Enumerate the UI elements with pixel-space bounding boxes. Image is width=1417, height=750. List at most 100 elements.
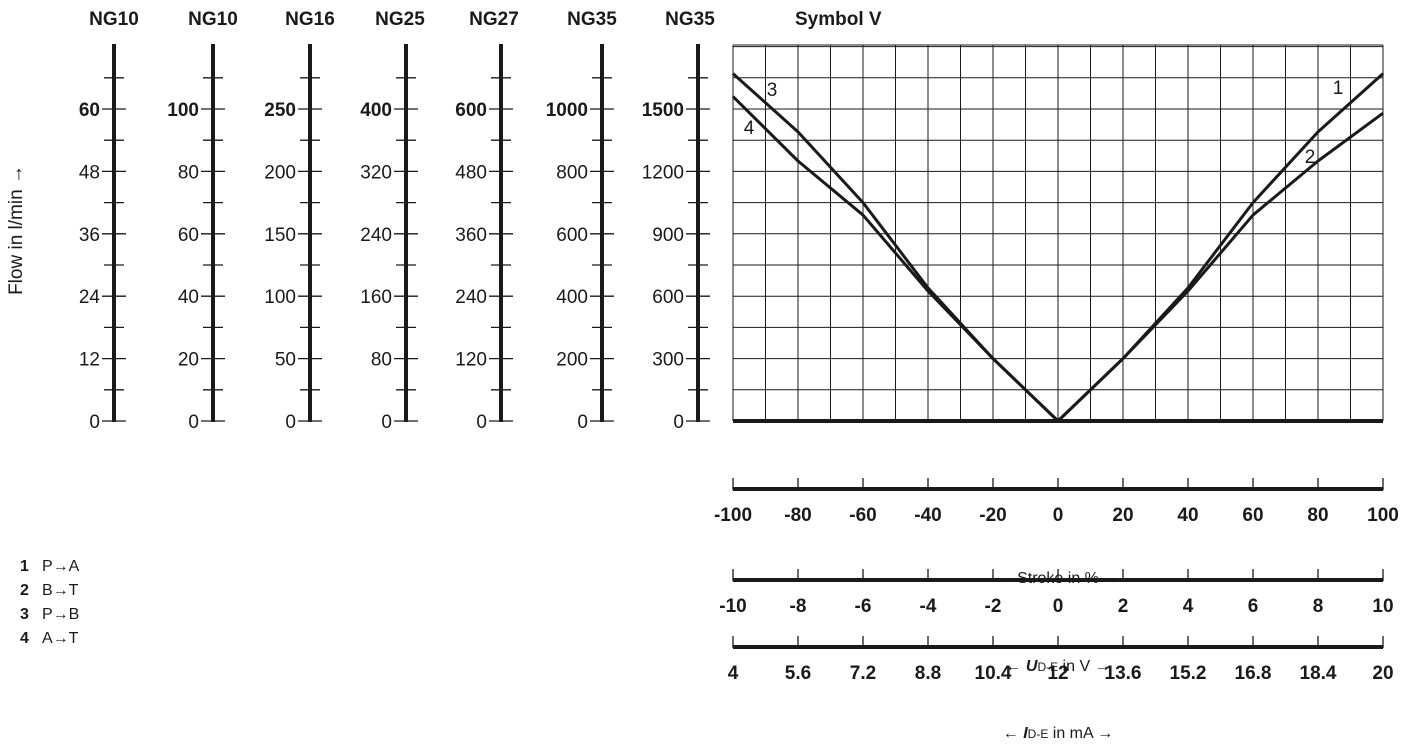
x-axis-label-voltage-var: U xyxy=(1025,658,1038,675)
x-axis-tick-label: -2 xyxy=(985,596,1002,617)
scale-tick-label: 0 xyxy=(381,412,392,433)
scale-tick-label: 0 xyxy=(476,412,487,433)
legend-num: 2 xyxy=(20,582,29,599)
x-axis-label-current-sub: D-E xyxy=(1027,727,1049,741)
x-axis-tick-label: 0 xyxy=(1053,596,1064,617)
x-axis-label-voltage-suffix: in V → xyxy=(1058,658,1111,675)
scale-tick-label: 1500 xyxy=(642,100,684,121)
legend-text: B→T xyxy=(42,582,79,599)
scale-tick-label: 40 xyxy=(178,287,199,308)
legend-text: A→T xyxy=(42,630,79,647)
scale-tick-label: 600 xyxy=(652,287,684,308)
scale-tick-label: 900 xyxy=(652,225,684,246)
x-axis-tick-label: 2 xyxy=(1118,596,1129,617)
scale-tick-label: 60 xyxy=(178,225,199,246)
x-axis-tick-label: 80 xyxy=(1307,505,1328,526)
scale-tick-label: 80 xyxy=(371,350,392,371)
scale-header: NG35 xyxy=(665,9,715,30)
scale-header: NG10 xyxy=(89,9,139,30)
x-axis-tick-label: 4 xyxy=(728,663,739,684)
scale-tick-label: 160 xyxy=(360,287,392,308)
y-axis-label: Flow in l/min → xyxy=(6,165,27,295)
scale-tick-label: 200 xyxy=(556,350,588,371)
series-label-1: 1 xyxy=(1333,78,1344,99)
scale-tick-label: 12 xyxy=(79,350,100,371)
legend-num: 4 xyxy=(20,630,29,647)
scale-tick-label: 400 xyxy=(360,100,392,121)
series-label-2: 2 xyxy=(1305,147,1316,168)
scale-tick-label: 80 xyxy=(178,162,199,183)
legend-num: 3 xyxy=(20,606,29,623)
x-axis-tick-label: 40 xyxy=(1177,505,1198,526)
x-axis-tick-label: 8.8 xyxy=(915,663,941,684)
x-axis-tick-label: -8 xyxy=(790,596,807,617)
series-line-4 xyxy=(731,95,1060,423)
scale-header: NG27 xyxy=(469,9,519,30)
scale-tick-label: 100 xyxy=(264,287,296,308)
x-axis-label-voltage: ← UD-E in V → xyxy=(733,658,1383,676)
legend-text: P→B xyxy=(42,606,80,623)
x-axis-tick-label: 18.4 xyxy=(1300,663,1337,684)
x-axis-tick-label: 60 xyxy=(1242,505,1263,526)
scale-tick-label: 24 xyxy=(79,287,101,308)
x-axis-label-current: ← ID-E in mA → xyxy=(733,725,1383,743)
legend-item: 2 B→T xyxy=(20,579,79,603)
series-line-2 xyxy=(1056,111,1384,423)
x-axis-tick-label: -10 xyxy=(719,596,746,617)
x-axis-label-current-prefix: ← xyxy=(1002,725,1024,742)
scale-tick-label: 800 xyxy=(556,162,588,183)
x-axis-tick-label: 15.2 xyxy=(1170,663,1207,684)
x-axis-label-stroke: ← Stroke in % → xyxy=(996,570,1120,587)
scale-tick-label: 100 xyxy=(167,100,199,121)
scale-tick-label: 150 xyxy=(264,225,296,246)
scale-tick-label: 50 xyxy=(275,350,296,371)
x-axis-tick-label: 13.6 xyxy=(1105,663,1142,684)
scale-tick-label: 400 xyxy=(556,287,588,308)
x-axis-tick-label: 8 xyxy=(1313,596,1324,617)
scale-tick-label: 0 xyxy=(188,412,199,433)
scale-tick-label: 360 xyxy=(455,225,487,246)
x-axis-tick-label: 10.4 xyxy=(975,663,1012,684)
scale-tick-label: 36 xyxy=(79,225,100,246)
scale-tick-label: 200 xyxy=(264,162,296,183)
x-axis-tick-label: -80 xyxy=(784,505,811,526)
x-axis-tick-label: -40 xyxy=(914,505,941,526)
x-axis-tick-label: -20 xyxy=(979,505,1006,526)
x-axis-tick-label: 100 xyxy=(1367,505,1399,526)
x-axis-tick-label: 5.6 xyxy=(785,663,811,684)
chart-title: Symbol V xyxy=(795,9,882,30)
x-axis-tick-label: 20 xyxy=(1112,505,1133,526)
x-axis-tick-label: -4 xyxy=(920,596,937,617)
x-axis-tick-label: -100 xyxy=(714,505,752,526)
scale-tick-label: 300 xyxy=(652,350,684,371)
x-axis-label-voltage-prefix: ← xyxy=(1005,658,1026,675)
scale-tick-label: 0 xyxy=(673,412,684,433)
series-label-3: 3 xyxy=(767,80,778,101)
scale-tick-label: 600 xyxy=(556,225,588,246)
scale-header: NG10 xyxy=(188,9,238,30)
x-axis-tick-label: 20 xyxy=(1372,663,1393,684)
scale-tick-label: 1000 xyxy=(546,100,588,121)
scale-tick-label: 120 xyxy=(455,350,487,371)
legend-item: 4 A→T xyxy=(20,627,79,651)
x-axis-tick-label: 0 xyxy=(1053,505,1064,526)
scale-tick-label: 0 xyxy=(285,412,296,433)
scale-tick-label: 20 xyxy=(178,350,199,371)
legend-item: 3 P→B xyxy=(20,603,79,627)
x-axis-label-current-var: I xyxy=(1023,725,1028,742)
scale-tick-label: 60 xyxy=(79,100,100,121)
x-axis-label-current-suffix: in mA → xyxy=(1048,725,1114,742)
scale-tick-label: 250 xyxy=(264,100,296,121)
x-axis-tick-label: 4 xyxy=(1183,596,1194,617)
x-axis-tick-label: -6 xyxy=(855,596,872,617)
x-axis-tick-label: 6 xyxy=(1248,596,1259,617)
x-axis-tick-label: 16.8 xyxy=(1235,663,1272,684)
series-label-4: 4 xyxy=(744,118,755,139)
x-axis-tick-label: 10 xyxy=(1372,596,1393,617)
scale-tick-label: 600 xyxy=(455,100,487,121)
scale-tick-label: 240 xyxy=(360,225,392,246)
x-axis-tick-label: 7.2 xyxy=(850,663,876,684)
legend-item: 1 P→A xyxy=(20,555,79,579)
legend: 1 P→A 2 B→T 3 P→B 4 A→T xyxy=(20,555,79,651)
